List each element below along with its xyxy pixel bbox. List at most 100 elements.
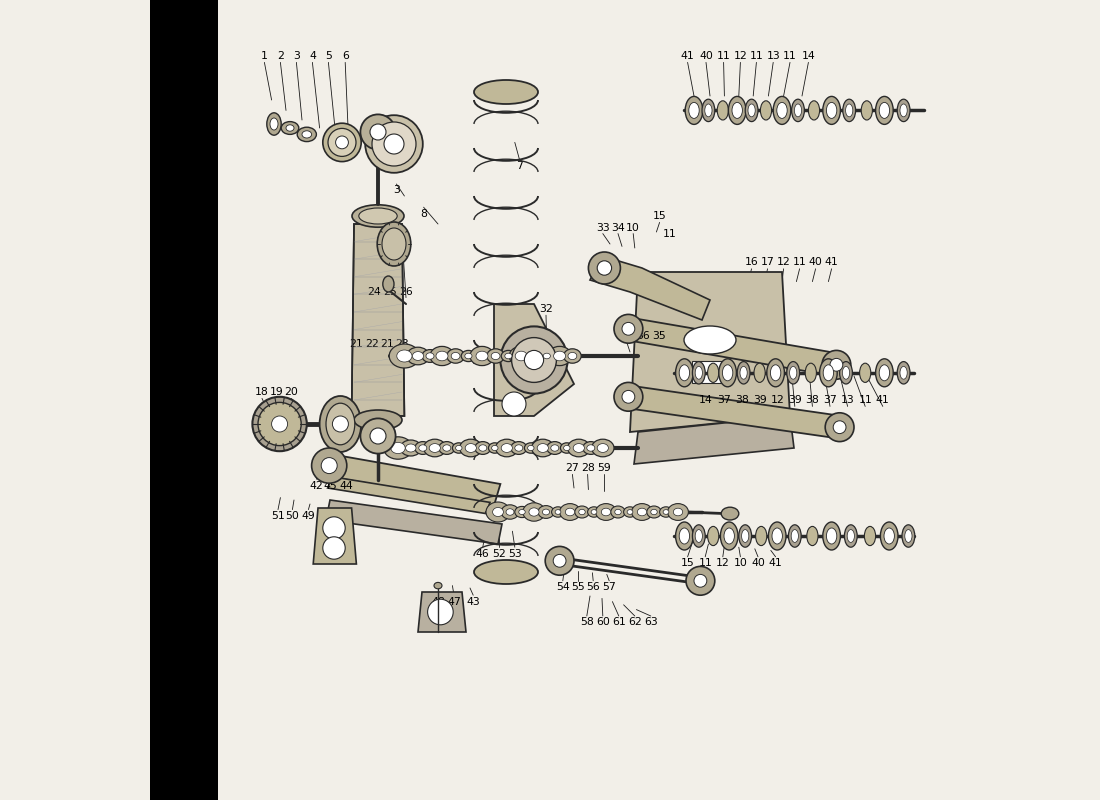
- Ellipse shape: [412, 351, 424, 360]
- Ellipse shape: [880, 522, 898, 550]
- Ellipse shape: [583, 442, 598, 454]
- Text: 41: 41: [769, 558, 782, 568]
- Ellipse shape: [543, 353, 550, 358]
- Text: 38: 38: [735, 395, 749, 405]
- Circle shape: [512, 338, 557, 382]
- Ellipse shape: [502, 505, 519, 519]
- Ellipse shape: [430, 346, 454, 366]
- Text: 12: 12: [716, 558, 729, 568]
- Ellipse shape: [419, 445, 427, 451]
- Ellipse shape: [455, 446, 462, 450]
- Ellipse shape: [322, 123, 361, 162]
- Ellipse shape: [573, 443, 584, 452]
- Text: 26: 26: [399, 287, 412, 297]
- Ellipse shape: [328, 129, 356, 157]
- Ellipse shape: [846, 104, 852, 117]
- Ellipse shape: [684, 326, 736, 354]
- Ellipse shape: [843, 99, 856, 122]
- Ellipse shape: [675, 522, 693, 550]
- Ellipse shape: [267, 113, 282, 135]
- Ellipse shape: [823, 96, 840, 125]
- Ellipse shape: [528, 446, 534, 450]
- Text: 41: 41: [681, 51, 694, 61]
- Ellipse shape: [548, 346, 572, 366]
- Ellipse shape: [400, 440, 421, 456]
- Text: 3: 3: [393, 186, 399, 195]
- Ellipse shape: [826, 102, 837, 118]
- Ellipse shape: [845, 525, 857, 547]
- Circle shape: [311, 448, 346, 483]
- Ellipse shape: [790, 366, 796, 379]
- Ellipse shape: [529, 508, 539, 516]
- Ellipse shape: [439, 442, 454, 454]
- Text: 35: 35: [652, 331, 666, 341]
- Ellipse shape: [537, 443, 549, 452]
- Ellipse shape: [843, 366, 849, 379]
- Ellipse shape: [565, 508, 574, 516]
- Ellipse shape: [592, 439, 614, 457]
- Ellipse shape: [487, 349, 505, 363]
- Ellipse shape: [884, 528, 894, 544]
- Text: 11: 11: [749, 51, 763, 61]
- Circle shape: [361, 114, 396, 150]
- Ellipse shape: [718, 358, 736, 386]
- Circle shape: [322, 517, 345, 539]
- Text: 11: 11: [793, 258, 806, 267]
- Circle shape: [272, 416, 287, 432]
- Ellipse shape: [876, 96, 893, 125]
- Text: 13: 13: [767, 51, 780, 61]
- Polygon shape: [626, 386, 842, 438]
- Ellipse shape: [258, 402, 301, 446]
- Ellipse shape: [631, 504, 652, 520]
- Ellipse shape: [707, 363, 718, 382]
- Ellipse shape: [794, 104, 802, 117]
- Ellipse shape: [320, 396, 361, 452]
- Ellipse shape: [297, 127, 317, 142]
- Text: 38: 38: [805, 395, 820, 405]
- Ellipse shape: [720, 522, 738, 550]
- Text: 8: 8: [420, 209, 427, 218]
- Ellipse shape: [773, 96, 791, 125]
- Ellipse shape: [551, 507, 564, 517]
- Ellipse shape: [724, 528, 735, 544]
- Ellipse shape: [525, 349, 542, 363]
- Ellipse shape: [748, 104, 756, 117]
- Text: 14: 14: [802, 51, 815, 61]
- Ellipse shape: [587, 507, 601, 517]
- Ellipse shape: [492, 446, 498, 450]
- Text: 47: 47: [447, 597, 461, 606]
- Text: 64: 64: [620, 331, 634, 341]
- Text: 39: 39: [752, 395, 767, 405]
- Ellipse shape: [702, 99, 715, 122]
- Text: 11: 11: [663, 229, 676, 238]
- Ellipse shape: [865, 526, 876, 546]
- Text: 24: 24: [367, 287, 381, 297]
- Ellipse shape: [789, 525, 801, 547]
- Text: 44: 44: [340, 481, 354, 490]
- Ellipse shape: [493, 507, 504, 517]
- Ellipse shape: [732, 102, 742, 118]
- Text: 39: 39: [788, 395, 802, 405]
- Ellipse shape: [597, 443, 608, 452]
- Circle shape: [621, 390, 635, 403]
- Text: 51: 51: [271, 511, 285, 521]
- Ellipse shape: [474, 80, 538, 104]
- Circle shape: [621, 322, 635, 335]
- Polygon shape: [326, 454, 500, 506]
- Polygon shape: [418, 592, 466, 632]
- Circle shape: [822, 350, 850, 379]
- Ellipse shape: [542, 509, 550, 515]
- Text: 30: 30: [508, 304, 522, 314]
- Circle shape: [502, 392, 526, 416]
- Text: 19: 19: [270, 387, 284, 397]
- Text: 12: 12: [734, 51, 747, 61]
- Ellipse shape: [772, 528, 782, 544]
- Ellipse shape: [475, 442, 491, 454]
- Ellipse shape: [579, 510, 585, 514]
- Ellipse shape: [551, 445, 559, 451]
- Text: 43: 43: [466, 597, 480, 606]
- Ellipse shape: [777, 102, 788, 118]
- Ellipse shape: [826, 528, 837, 544]
- Circle shape: [553, 554, 566, 567]
- Ellipse shape: [685, 96, 703, 125]
